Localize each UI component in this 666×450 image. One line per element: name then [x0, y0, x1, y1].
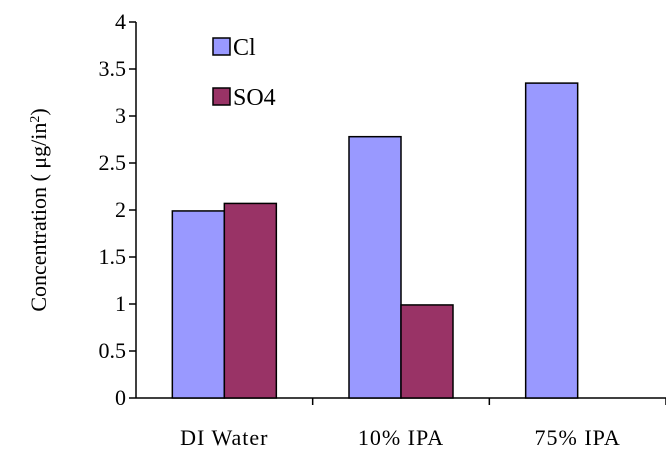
bar-so4-di-water — [223, 202, 278, 399]
y-axis: 0 0.5 1 1.5 2 2.5 3 3.5 4 — [99, 9, 137, 410]
y-tick-label: 3.5 — [99, 56, 127, 81]
bar-cl-10-ipa — [348, 135, 402, 399]
bar-cl-di-water — [171, 210, 226, 399]
bars — [171, 82, 579, 399]
y-axis-title: Concentration ( μg/in2) — [26, 108, 51, 311]
y-tick-label: 2 — [115, 197, 126, 222]
legend: Cl SO4 — [212, 35, 276, 111]
legend-swatch-so4 — [212, 87, 231, 106]
y-tick-label: 2.5 — [99, 150, 127, 175]
y-tick-label: 1 — [115, 291, 126, 316]
y-axis-title-end: ) — [26, 108, 51, 115]
x-tick-label: 75% IPA — [535, 425, 621, 450]
y-tick-label: 4 — [115, 9, 126, 34]
x-axis: DI Water 10% IPA 75% IPA — [136, 397, 666, 450]
bar-cl-75-ipa — [524, 82, 579, 399]
y-tick-label: 3 — [115, 103, 126, 128]
y-tick-label: 0.5 — [99, 338, 127, 363]
y-axis-title-sup: 2 — [28, 116, 43, 123]
legend-label-so4: SO4 — [233, 85, 276, 111]
legend-label-cl: Cl — [233, 35, 256, 61]
x-tick-label: 10% IPA — [358, 425, 444, 450]
y-axis-title-main: Concentration ( μg/in — [26, 123, 51, 312]
y-tick-label: 0 — [115, 385, 126, 410]
bar-so4-10-ipa — [400, 304, 454, 399]
x-tick-label: DI Water — [180, 425, 268, 450]
y-tick-label: 1.5 — [99, 244, 127, 269]
legend-swatch-cl — [212, 37, 231, 56]
